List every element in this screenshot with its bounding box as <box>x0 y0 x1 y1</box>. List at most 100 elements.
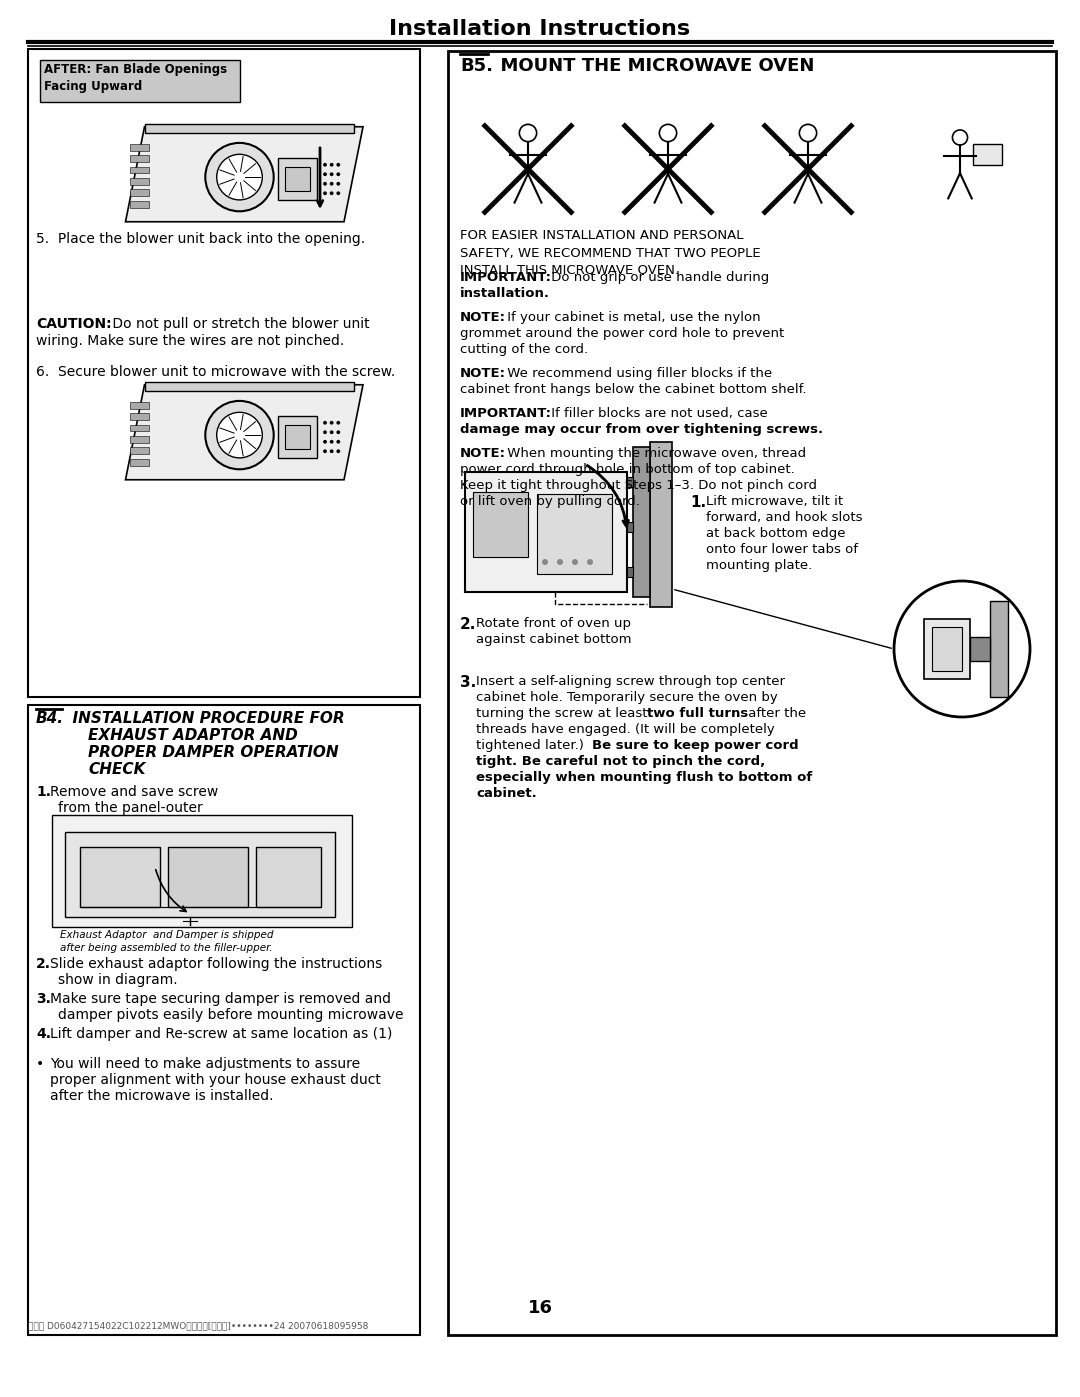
Text: cabinet hole. Temporarily secure the oven by: cabinet hole. Temporarily secure the ove… <box>476 692 778 704</box>
Text: proper alignment with your house exhaust duct: proper alignment with your house exhaust… <box>50 1073 381 1087</box>
Bar <box>932 627 962 671</box>
Circle shape <box>336 163 340 166</box>
Circle shape <box>329 420 334 425</box>
Text: two full turns: two full turns <box>647 707 748 719</box>
Bar <box>278 158 318 200</box>
Bar <box>990 601 1008 697</box>
Text: Rotate front of oven up: Rotate front of oven up <box>476 617 631 630</box>
Bar <box>924 619 970 679</box>
Bar <box>285 166 310 191</box>
Bar <box>618 567 633 577</box>
Circle shape <box>329 450 334 453</box>
Circle shape <box>323 172 327 176</box>
Circle shape <box>557 559 563 564</box>
Text: 1.: 1. <box>690 495 706 510</box>
Text: When mounting the microwave oven, thread: When mounting the microwave oven, thread <box>503 447 806 460</box>
Text: threads have engaged. (It will be completely: threads have engaged. (It will be comple… <box>476 724 774 736</box>
Bar <box>40 60 240 102</box>
Bar <box>633 447 650 597</box>
Text: Lift damper and Re-screw at same location as (1): Lift damper and Re-screw at same locatio… <box>50 1027 392 1041</box>
Bar <box>256 847 321 907</box>
Text: B5.: B5. <box>460 57 492 75</box>
Circle shape <box>329 182 334 186</box>
Circle shape <box>323 182 327 186</box>
Circle shape <box>323 450 327 453</box>
Text: damper pivots easily before mounting microwave: damper pivots easily before mounting mic… <box>58 1009 404 1023</box>
Bar <box>278 416 318 458</box>
Bar <box>168 847 248 907</box>
Circle shape <box>894 581 1030 717</box>
Bar <box>131 190 149 196</box>
Bar <box>618 476 633 488</box>
Circle shape <box>329 172 334 176</box>
Text: power cord through hole in bottom of top cabinet.: power cord through hole in bottom of top… <box>460 462 795 476</box>
Bar <box>65 833 335 916</box>
Text: wiring. Make sure the wires are not pinched.: wiring. Make sure the wires are not pinc… <box>36 334 345 348</box>
Circle shape <box>323 191 327 196</box>
Circle shape <box>572 559 578 564</box>
Text: turning the screw at least: turning the screw at least <box>476 707 651 719</box>
Text: You will need to make adjustments to assure: You will need to make adjustments to ass… <box>50 1058 360 1071</box>
Text: tight. Be careful not to pinch the cord,: tight. Be careful not to pinch the cord, <box>476 754 766 768</box>
Text: Exhaust Adaptor  and Damper is shipped
after being assembled to the filler-upper: Exhaust Adaptor and Damper is shipped af… <box>60 930 273 953</box>
Circle shape <box>217 412 262 458</box>
Text: after the: after the <box>744 707 806 719</box>
Text: 4.: 4. <box>36 1027 51 1041</box>
Bar <box>131 201 149 208</box>
Circle shape <box>588 559 593 564</box>
Text: Installation Instructions: Installation Instructions <box>390 20 690 39</box>
Bar <box>131 402 149 408</box>
Text: 6.  Secure blower unit to microwave with the screw.: 6. Secure blower unit to microwave with … <box>36 365 395 379</box>
Bar <box>448 52 1056 1336</box>
Text: IMPORTANT:: IMPORTANT: <box>460 271 552 284</box>
Text: 유진회 D060427154022C102212MWO개발그름[조리기]••••••••24 20070618095958: 유진회 D060427154022C102212MWO개발그름[조리기]••••… <box>28 1322 368 1330</box>
Text: NOTE:: NOTE: <box>460 447 507 460</box>
Bar <box>650 441 672 608</box>
Bar <box>618 522 633 532</box>
Text: Make sure tape securing damper is removed and: Make sure tape securing damper is remove… <box>50 992 391 1006</box>
Text: Do not pull or stretch the blower unit: Do not pull or stretch the blower unit <box>108 317 369 331</box>
Text: grommet around the power cord hole to prevent: grommet around the power cord hole to pr… <box>460 327 784 339</box>
Circle shape <box>329 430 334 434</box>
Bar <box>28 705 420 1336</box>
Bar <box>28 49 420 697</box>
Circle shape <box>205 401 273 469</box>
Bar <box>80 847 160 907</box>
Bar <box>145 124 353 133</box>
Bar <box>131 144 149 151</box>
Text: Be sure to keep power cord: Be sure to keep power cord <box>592 739 798 752</box>
Circle shape <box>336 172 340 176</box>
Text: Keep it tight throughout Steps 1–3. Do not pinch cord: Keep it tight throughout Steps 1–3. Do n… <box>460 479 816 492</box>
Text: 3.: 3. <box>36 992 51 1006</box>
Text: from the panel-outer: from the panel-outer <box>58 800 203 814</box>
Bar <box>131 177 149 184</box>
Text: 1.: 1. <box>36 785 51 799</box>
Text: Remove and save screw: Remove and save screw <box>50 785 218 799</box>
Text: EXHAUST ADAPTOR AND: EXHAUST ADAPTOR AND <box>87 728 298 743</box>
Text: NOTE:: NOTE: <box>460 367 507 380</box>
Circle shape <box>205 142 273 211</box>
Circle shape <box>329 191 334 196</box>
Bar <box>473 492 528 557</box>
Circle shape <box>323 163 327 166</box>
Text: Do not grip or use handle during: Do not grip or use handle during <box>546 271 769 284</box>
Bar <box>131 447 149 454</box>
Text: damage may occur from over tightening screws.: damage may occur from over tightening sc… <box>460 423 823 436</box>
Text: Lift microwave, tilt it: Lift microwave, tilt it <box>706 495 843 509</box>
Circle shape <box>323 440 327 444</box>
Text: cutting of the cord.: cutting of the cord. <box>460 344 589 356</box>
Text: IMPORTANT:: IMPORTANT: <box>460 407 552 420</box>
Circle shape <box>329 163 334 166</box>
Polygon shape <box>125 127 363 222</box>
Bar <box>970 637 990 661</box>
Text: against cabinet bottom: against cabinet bottom <box>476 633 632 645</box>
Text: at back bottom edge: at back bottom edge <box>706 527 846 541</box>
Circle shape <box>217 154 262 200</box>
Text: PROPER DAMPER OPERATION: PROPER DAMPER OPERATION <box>87 745 339 760</box>
Bar <box>465 472 627 592</box>
Bar <box>131 414 149 420</box>
Circle shape <box>323 430 327 434</box>
Circle shape <box>323 420 327 425</box>
Text: cabinet.: cabinet. <box>476 787 537 800</box>
Text: FOR EASIER INSTALLATION AND PERSONAL
SAFETY, WE RECOMMEND THAT TWO PEOPLE
INSTAL: FOR EASIER INSTALLATION AND PERSONAL SAF… <box>460 229 760 277</box>
